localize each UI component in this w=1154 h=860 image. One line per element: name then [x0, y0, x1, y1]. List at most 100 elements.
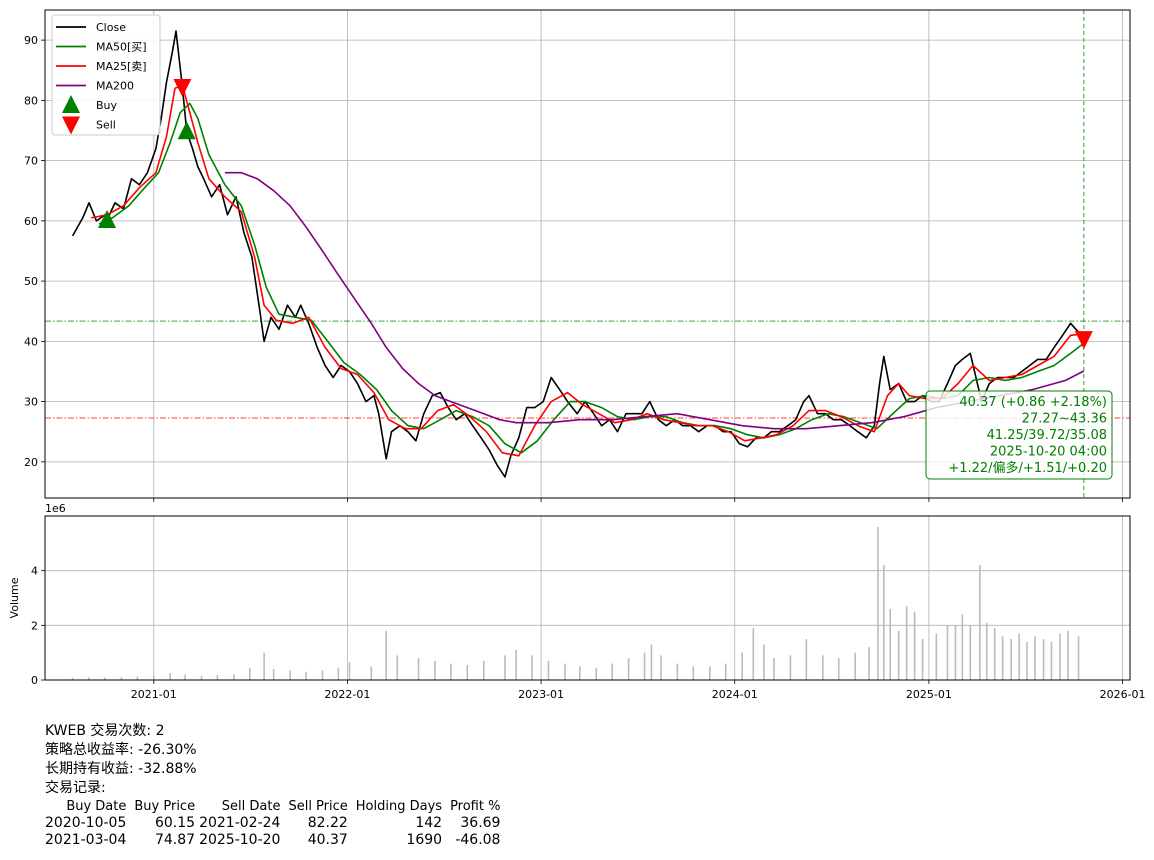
volume-bar	[184, 674, 186, 680]
legend-box	[51, 14, 161, 136]
volume-bar	[773, 658, 775, 680]
series-lines	[71, 30, 1085, 478]
volume-axes-frame	[44, 515, 1131, 681]
hold-return-text: 长期持有收益: -32.88%	[45, 761, 197, 777]
header-buy-date: Buy Date	[66, 799, 127, 814]
legend-label: MA50[买]	[96, 41, 147, 54]
buy-date-cell: 2021-03-04	[45, 832, 127, 848]
volume-bar	[396, 655, 399, 680]
x-tick-label: 2022-01	[324, 688, 370, 701]
volume-bar	[627, 658, 630, 680]
buy-price-cell: 74.87	[154, 832, 196, 848]
y-tick-label: 60	[24, 215, 38, 228]
annotation-line: 41.25/39.72/35.08	[987, 428, 1107, 443]
volume-bar	[650, 644, 653, 680]
strategy-return-text: 策略总收益率: -26.30%	[45, 742, 197, 758]
volume-bar	[676, 663, 679, 680]
header-sell-price: Sell Price	[288, 799, 348, 814]
volume-bar	[337, 667, 340, 680]
volume-bar	[321, 670, 324, 680]
x-tick-label: 2026-01	[1100, 688, 1146, 701]
volume-bar	[708, 666, 711, 680]
price-annotation: 40.37 (+0.86 +2.18%) 27.27~43.3641.25/39.…	[925, 390, 1113, 480]
volume-bar	[104, 677, 106, 680]
volume-bar	[611, 663, 613, 680]
volume-bar	[200, 675, 203, 680]
series-ma25-line	[91, 84, 1084, 457]
volume-panel: 2021-01 2022-01 2023-01 2024-01 2025-01 2026-…	[8, 502, 1146, 701]
volume-bar	[993, 628, 996, 680]
volume-bar	[289, 670, 291, 680]
trade-records-table: Buy Date Buy Price Sell Date Sell Price …	[45, 798, 504, 849]
volume-bar	[385, 630, 387, 680]
legend-label: MA25[卖]	[96, 60, 147, 73]
volume-bar	[466, 664, 469, 680]
volume-bar	[1034, 636, 1036, 680]
legend-label: Close	[96, 21, 126, 34]
buy-price-cell: 60.15	[154, 815, 196, 831]
volume-bar	[152, 675, 155, 680]
volume-bar	[789, 655, 792, 680]
volume-bar	[724, 663, 727, 680]
volume-bar	[889, 608, 891, 680]
sell-price-cell: 40.37	[307, 832, 348, 848]
series-ma200-line	[224, 171, 1085, 430]
volume-axis-label: Volume	[8, 577, 21, 618]
volume-bar	[1001, 636, 1004, 680]
volume-bar	[961, 614, 964, 680]
volume-bar	[547, 660, 550, 680]
volume-bar	[233, 674, 235, 680]
volume-bar	[763, 644, 765, 680]
annotation-line: 40.37 (+0.86 +2.18%)	[959, 395, 1107, 410]
volume-bar	[595, 667, 598, 680]
volume-bar	[370, 666, 373, 680]
buy-marker	[98, 209, 117, 228]
header-profit: Profit %	[450, 799, 501, 814]
trade-count-text: KWEB 交易次数: 2	[45, 723, 165, 739]
volume-bar	[921, 639, 924, 680]
price-panel: 20 30 40 50 60 70 80 90 Close MA50[买] MA25[卖] MA200…	[24, 9, 1131, 502]
price-axes-frame	[44, 9, 1131, 499]
volume-bar	[837, 658, 840, 680]
volume-bar	[136, 676, 139, 680]
volume-bar	[752, 628, 755, 680]
annotation-box	[925, 390, 1113, 480]
price-volume-chart: 2030405060708090CloseMA50[买]MA25[卖]MA200…	[8, 9, 1146, 701]
annotation-line: 27.27~43.36	[1022, 412, 1107, 427]
volume-bar	[216, 675, 219, 680]
x-tick-label: 2025-01	[906, 688, 952, 701]
volume-bar	[579, 666, 581, 680]
profit-cell: -46.08	[455, 832, 501, 848]
volume-bar	[905, 606, 908, 680]
y-tick-label: 4	[31, 565, 38, 578]
series-ma50-line	[98, 102, 1085, 454]
y-tick-label: 2	[31, 619, 38, 632]
volume-bar	[946, 625, 949, 680]
volume-bar	[897, 630, 900, 680]
volume-bar	[515, 649, 517, 680]
volume-bar	[969, 625, 972, 680]
volume-bar	[883, 565, 885, 680]
volume-bar	[741, 652, 743, 680]
annotation-line: +1.22/偏多/+1.51/+0.20	[948, 460, 1107, 476]
sell-price-cell: 82.22	[307, 815, 348, 831]
volume-bar	[348, 662, 351, 680]
volume-bar	[954, 625, 957, 680]
annotation-line: 2025-10-20 04:00	[990, 445, 1107, 460]
y-tick-label: 40	[24, 335, 38, 348]
volume-scale-label: 1e6	[45, 502, 66, 515]
volume-bar	[985, 622, 988, 680]
volume-bar	[504, 655, 506, 680]
volume-bar	[272, 669, 275, 680]
legend: Close MA50[买] MA25[卖] MA200 Buy Sell	[51, 14, 161, 136]
sell-date-cell: 2021-02-24	[199, 815, 281, 831]
volume-bar	[71, 677, 74, 680]
volume-bar	[1026, 641, 1028, 680]
volume-bar	[979, 565, 981, 680]
legend-marker	[62, 116, 80, 135]
volume-bar	[692, 666, 695, 680]
volume-bar	[913, 611, 916, 680]
volume-bar	[935, 633, 938, 680]
volume-bar	[450, 663, 452, 680]
y-tick-label: 30	[24, 396, 38, 409]
